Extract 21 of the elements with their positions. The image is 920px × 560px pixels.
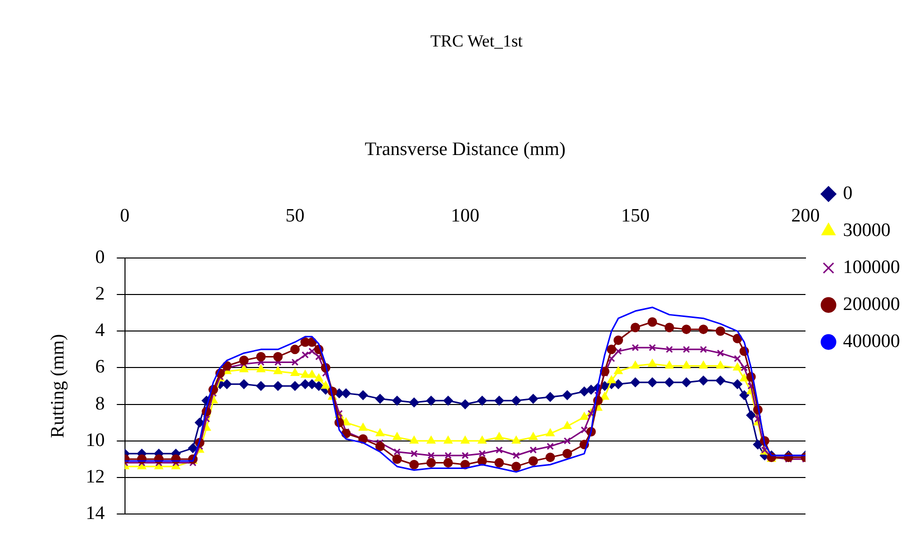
x-tick-label: 0	[120, 206, 130, 227]
x-tick-label: 50	[285, 206, 304, 227]
x-tick-label: 100	[450, 206, 480, 227]
y-tick-label: 4	[95, 320, 106, 342]
legend-label: 100000	[843, 256, 900, 278]
x-axis-title: Transverse Distance (mm)	[364, 138, 566, 160]
y-tick-label: 6	[95, 356, 105, 378]
x-tick-label: 200	[791, 206, 820, 227]
y-tick-label: 0	[95, 246, 105, 268]
y-tick-label: 8	[95, 393, 105, 414]
y-tick-label: 12	[86, 466, 105, 488]
y-tick-label: 2	[95, 284, 105, 305]
y-tick-label: 14	[86, 502, 106, 524]
legend-label: 200000	[843, 294, 900, 315]
y-tick-label: 10	[86, 430, 105, 451]
x-tick-label: 150	[621, 206, 650, 227]
legend-label: 30000	[843, 220, 890, 241]
y-axis-title: Rutting (mm)	[47, 334, 68, 438]
legend-label: 400000	[843, 330, 900, 352]
chart-title: TRC Wet_1st	[430, 32, 523, 51]
legend-label: 0	[843, 182, 852, 204]
